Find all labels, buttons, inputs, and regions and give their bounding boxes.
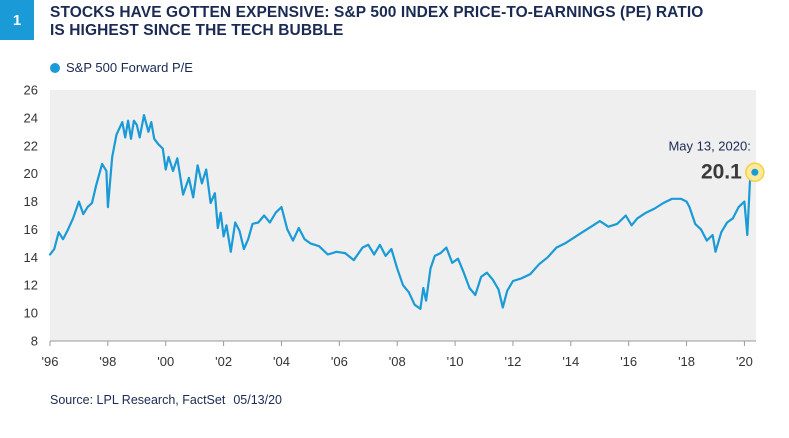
x-tick-label: '20 [736, 354, 753, 369]
x-tick-label: '98 [99, 354, 116, 369]
x-tick-label: '96 [42, 354, 59, 369]
source-text: Source: LPL Research, FactSet [50, 393, 226, 407]
y-tick-label: 24 [24, 110, 38, 125]
chart-legend: S&P 500 Forward P/E [50, 60, 193, 75]
x-tick-label: '02 [215, 354, 232, 369]
x-tick-label: '00 [157, 354, 174, 369]
y-tick-label: 8 [31, 334, 38, 349]
y-tick-label: 20 [24, 166, 38, 181]
y-tick-label: 10 [24, 306, 38, 321]
annotation-value-label: 20.1 [701, 160, 742, 183]
x-tick-label: '08 [389, 354, 406, 369]
x-axis-ticks: '96 '98 '00 '02 '04 '06 '08 '10 '12 '14 '16 '18 '20 [42, 341, 753, 369]
chart-title-line-2: IS HIGHEST SINCE THE TECH BUBBLE [50, 22, 344, 39]
x-tick-label: '12 [504, 354, 521, 369]
x-tick-label: '06 [331, 354, 348, 369]
latest-value-marker [751, 168, 759, 176]
y-tick-label: 16 [24, 222, 38, 237]
x-tick-label: '04 [273, 354, 290, 369]
y-axis-ticks: 8 10 12 14 16 18 20 22 24 26 [24, 83, 38, 349]
chart-title-line-1: STOCKS HAVE GOTTEN EXPENSIVE: S&P 500 IN… [50, 4, 704, 21]
x-tick-label: '16 [620, 354, 637, 369]
source-note: Source: LPL Research, FactSet 05/13/20 [50, 393, 290, 407]
legend-marker-icon [50, 62, 60, 73]
y-tick-label: 22 [24, 138, 38, 153]
source-date: 05/13/20 [233, 393, 282, 407]
annotation-date-label: May 13, 2020: [668, 138, 750, 153]
y-tick-label: 26 [24, 83, 38, 98]
legend-label: S&P 500 Forward P/E [66, 60, 193, 75]
x-tick-label: '18 [678, 354, 695, 369]
chart-title: STOCKS HAVE GOTTEN EXPENSIVE: S&P 500 IN… [50, 4, 750, 40]
y-tick-label: 18 [24, 194, 38, 209]
y-tick-label: 12 [24, 278, 38, 293]
series-line-sp500-forward-pe [48, 114, 756, 310]
y-tick-label: 14 [24, 250, 38, 265]
plot-area [50, 90, 756, 341]
figure-number-badge: 1 [0, 0, 34, 40]
x-tick-label: '14 [562, 354, 579, 369]
x-tick-label: '10 [447, 354, 464, 369]
